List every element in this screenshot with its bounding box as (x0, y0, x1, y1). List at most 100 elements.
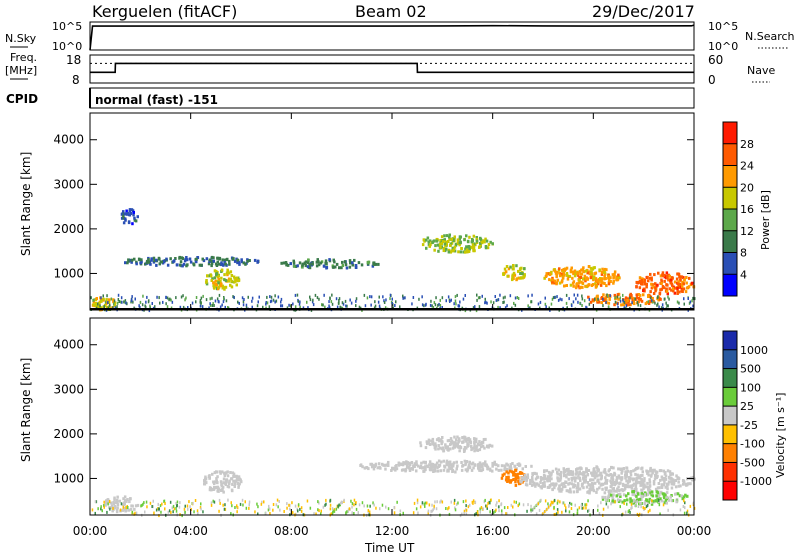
heatmap-cell (515, 500, 517, 504)
heatmap-cell (649, 296, 652, 300)
heatmap-cell (270, 295, 273, 299)
heatmap-cell (424, 460, 427, 464)
heatmap-cell (192, 501, 194, 505)
heatmap-cell (481, 464, 484, 468)
heatmap-cell (571, 304, 573, 308)
heatmap-cell (641, 466, 644, 470)
heatmap-cell (280, 304, 282, 308)
heatmap-cell (677, 480, 680, 484)
heatmap-cell (506, 512, 508, 516)
heatmap-cell (348, 265, 352, 269)
heatmap-cell (511, 275, 514, 279)
heatmap-cell (289, 262, 292, 266)
heatmap-cell (306, 261, 310, 264)
heatmap-cell (269, 300, 272, 304)
heatmap-cell (648, 480, 652, 484)
heatmap-cell (445, 461, 448, 465)
heatmap-cell (505, 476, 508, 479)
heatmap-cell (569, 487, 572, 491)
heatmap-cell (541, 481, 545, 485)
heatmap-cell (463, 435, 466, 439)
heatmap-cell (682, 482, 685, 486)
heatmap-cell (602, 304, 604, 308)
heatmap-cell (184, 298, 186, 302)
heatmap-cell (637, 505, 640, 508)
heatmap-cell (122, 501, 126, 505)
heatmap-cell (664, 474, 668, 478)
heatmap-cell (216, 274, 220, 278)
heatmap-cell (491, 242, 494, 246)
heatmap-cell (149, 501, 152, 505)
heatmap-cell (669, 495, 672, 499)
heatmap-cell (341, 301, 344, 305)
heatmap-cell (448, 506, 450, 510)
heatmap-cell (598, 473, 601, 477)
heatmap-cell (587, 483, 590, 487)
colorbar-swatch (723, 187, 737, 209)
freq-frame (89, 54, 695, 84)
heatmap-cell (445, 459, 449, 463)
heatmap-cell (346, 510, 348, 514)
heatmap-cell (611, 495, 614, 499)
heatmap-cell (561, 276, 565, 280)
heatmap-cell (663, 480, 666, 484)
heatmap-cell (448, 460, 452, 464)
y-tick-label: 1000 (53, 471, 84, 485)
heatmap-cell (661, 499, 664, 503)
heatmap-cell (553, 486, 556, 490)
heatmap-cell (141, 303, 144, 307)
heatmap-cell (617, 492, 620, 496)
heatmap-cell (195, 257, 198, 261)
heatmap-cell (433, 504, 435, 508)
heatmap-cell (647, 300, 650, 304)
heatmap-cell (215, 283, 218, 287)
heatmap-cell (597, 278, 600, 282)
heatmap-cell (227, 498, 229, 502)
heatmap-cell (465, 504, 467, 508)
heatmap-cell (470, 468, 474, 472)
heatmap-cell (445, 507, 447, 510)
heatmap-cell (670, 472, 674, 476)
heatmap-cell (551, 487, 554, 491)
heatmap-cell (222, 263, 225, 267)
heatmap-cell (225, 478, 228, 482)
heatmap-cell (596, 300, 599, 304)
heatmap-cell (543, 276, 546, 280)
heatmap-cell (118, 300, 120, 303)
heatmap-cell (650, 493, 653, 497)
heatmap-cell (530, 504, 532, 508)
heatmap-cell (463, 446, 467, 449)
heatmap-cell (464, 468, 468, 472)
heatmap-cell (609, 473, 612, 476)
heatmap-cell (366, 504, 369, 508)
heatmap-cell (458, 449, 461, 453)
heatmap-cell (440, 499, 442, 503)
heatmap-cell (309, 295, 311, 299)
heatmap-cell (663, 472, 667, 476)
heatmap-cell (512, 473, 515, 477)
heatmap-cell (637, 466, 640, 470)
heatmap-cell (218, 509, 220, 513)
heatmap-cell (219, 280, 222, 283)
heatmap-cell (593, 471, 596, 475)
heatmap-cell (164, 507, 166, 511)
heatmap-cell (544, 275, 548, 278)
heatmap-cell (355, 304, 357, 308)
heatmap-cell (589, 478, 592, 482)
heatmap-cell (467, 464, 471, 468)
heatmap-cell (474, 446, 477, 450)
heatmap-cell (590, 276, 593, 280)
heatmap-cell (491, 469, 494, 473)
heatmap-cell (157, 502, 159, 506)
heatmap-cell (598, 512, 601, 515)
heatmap-cell (584, 284, 587, 288)
heatmap-cell (179, 305, 182, 309)
heatmap-cell (358, 305, 361, 309)
heatmap-cell (686, 286, 689, 290)
heatmap-cell (166, 263, 170, 267)
heatmap-cell (531, 473, 534, 476)
heatmap-cell (669, 279, 673, 282)
heatmap-cell (450, 467, 454, 470)
heatmap-cell (268, 305, 271, 309)
